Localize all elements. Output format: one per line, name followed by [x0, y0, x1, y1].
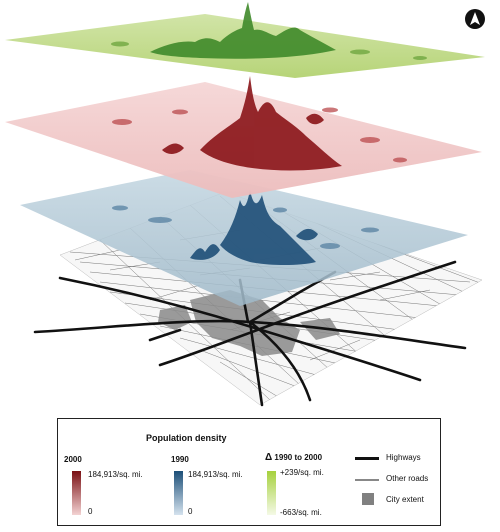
legend-delta-symbol: Δ	[265, 452, 273, 463]
other-roads-symbol	[355, 479, 379, 481]
legend-title: Population density	[146, 433, 227, 443]
legend-1990-ramp	[174, 471, 183, 515]
layer-change-1990-2000	[5, 2, 485, 78]
city-extent-symbol	[362, 493, 374, 505]
legend-city-extent-label: City extent	[386, 495, 424, 504]
highway-symbol	[355, 457, 379, 460]
legend-change-header: Δ 1990 to 2000	[265, 452, 322, 463]
legend-change-ramp	[267, 471, 276, 515]
legend-change-min: -663/sq. mi.	[280, 508, 322, 517]
legend-1990-header: 1990	[171, 455, 189, 464]
layer-2000	[5, 76, 482, 198]
legend-change-range: 1990 to 2000	[274, 453, 323, 462]
legend-highways-label: Highways	[386, 453, 421, 462]
map-layers	[5, 2, 485, 407]
legend-1990-min: 0	[188, 507, 193, 516]
north-arrow-icon	[465, 9, 485, 29]
legend-other-roads-label: Other roads	[386, 474, 429, 483]
legend-change-max: +239/sq. mi.	[280, 468, 324, 477]
legend: Population density 2000 184,913/sq. mi. …	[57, 418, 441, 526]
legend-2000-header: 2000	[64, 455, 82, 464]
legend-2000-min: 0	[88, 507, 93, 516]
legend-1990-max: 184,913/sq. mi.	[188, 470, 243, 479]
legend-2000-max: 184,913/sq. mi.	[88, 470, 143, 479]
legend-2000-ramp	[72, 471, 81, 515]
layer-1990	[20, 170, 468, 306]
